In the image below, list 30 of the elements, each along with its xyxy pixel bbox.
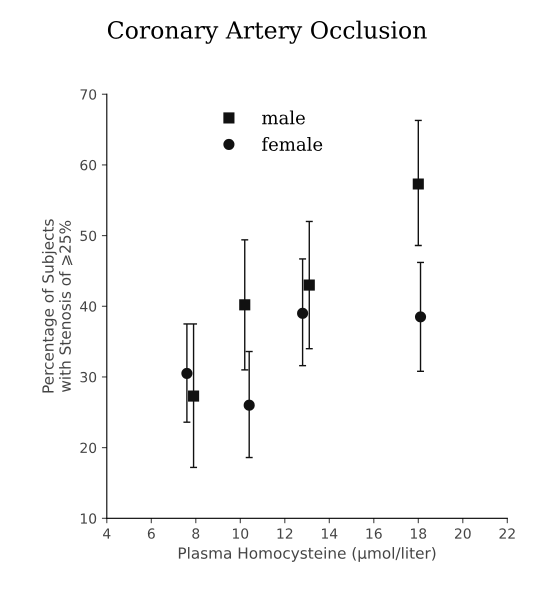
x-tick-label: 20 xyxy=(454,528,471,539)
point xyxy=(414,311,426,322)
legend-label: female xyxy=(262,136,322,151)
x-tick-label: 18 xyxy=(410,528,426,539)
point xyxy=(181,368,192,379)
x-tick-label: 4 xyxy=(103,528,110,539)
point xyxy=(244,400,255,411)
y-tick-label: 50 xyxy=(80,230,96,242)
x-tick-label: 12 xyxy=(277,528,292,539)
x-tick-label: 10 xyxy=(232,528,248,539)
point xyxy=(188,390,200,402)
x-tick-label: 8 xyxy=(192,528,200,539)
y-tick-label: 10 xyxy=(80,513,96,524)
chart-title: Coronary Artery Occlusion xyxy=(108,20,427,44)
x-axis-title: Plasma Homocysteine (μmol/liter) xyxy=(178,547,436,562)
y-tick-label: 30 xyxy=(80,372,96,382)
x-tick-label: 16 xyxy=(366,528,382,539)
y-tick-label: 60 xyxy=(80,160,96,170)
legend-label: male xyxy=(262,110,305,124)
point xyxy=(297,308,308,319)
x-tick-label: 6 xyxy=(148,528,155,539)
x-tick-label: 22 xyxy=(499,528,515,539)
point xyxy=(239,299,250,310)
y-tick-label: 20 xyxy=(80,442,96,454)
y-tick-label: 70 xyxy=(80,89,96,100)
y-axis-title: Percentage of Subjects with Stenosis of ⩾25% xyxy=(42,219,73,392)
point xyxy=(304,280,315,291)
y-tick-label: 40 xyxy=(80,301,96,312)
point xyxy=(412,178,424,190)
x-tick-label: 14 xyxy=(322,528,338,539)
